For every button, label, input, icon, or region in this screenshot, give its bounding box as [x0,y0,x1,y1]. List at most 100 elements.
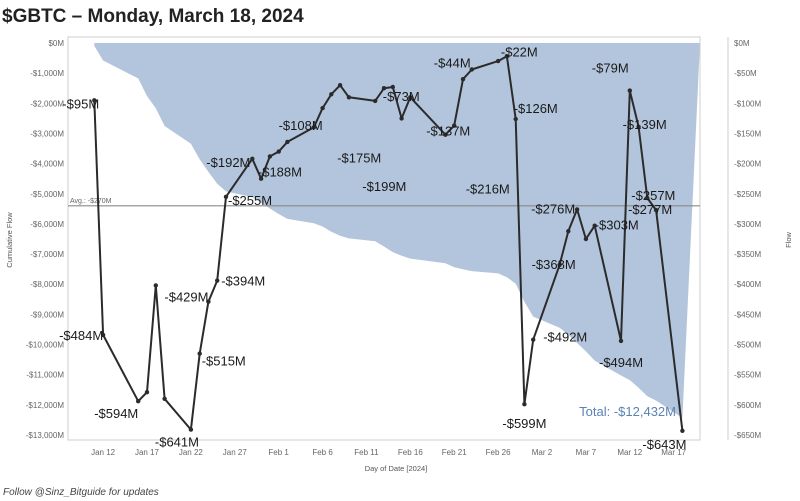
data-label: -$137M [426,124,470,139]
daily-flow-point [653,207,659,213]
x-axis-tick: Feb 1 [268,448,289,457]
x-axis-tick: Feb 16 [398,448,423,457]
data-label: -$126M [514,101,558,116]
daily-flow-point [574,207,580,212]
average-label: Avg.: -$270M [70,198,112,205]
daily-flow-point [329,92,334,97]
daily-flow-point [531,337,536,342]
plot-frame [67,36,701,441]
right-axis-tick: $0M [734,39,750,48]
data-label: -$44M [434,56,471,71]
data-label: -$599M [502,416,546,431]
chart-title: $GBTC – Monday, March 18, 2024 [2,6,304,27]
daily-flow-point [495,58,501,64]
x-axis-tick: Mar 12 [617,448,642,457]
daily-flow-point [285,139,290,145]
daily-flow-point [645,195,650,201]
daily-flow-point [100,332,106,338]
right-axis-tick: -$550M [734,371,761,380]
data-label: -$108M [279,118,323,133]
x-axis-tick: Jan 27 [223,448,248,457]
data-label: -$394M [221,274,265,289]
total-label: Total: -$12,432M [579,404,676,419]
right-axis-tick: -$50M [734,69,757,78]
daily-flow-point [320,105,325,111]
data-label: -$95M [62,96,99,111]
data-label: -$643M [642,437,686,452]
data-label: -$641M [155,435,199,450]
right-axis-tick: -$200M [734,160,761,169]
right-axis-tick: -$250M [734,190,761,199]
right-axis-title: Flow [784,232,793,248]
daily-flow-point [390,84,395,90]
daily-flow-point [206,299,211,304]
daily-flow-point [311,125,316,130]
right-axis-tick: -$450M [734,310,761,319]
daily-flow-point [144,390,150,395]
data-label: -$199M [362,179,406,194]
left-axis-tick: -$13,000M [26,431,65,440]
daily-flow-point [276,149,281,154]
left-axis-tick: -$4,000M [30,160,64,169]
left-axis-tick: -$9,000M [30,310,64,319]
daily-flow-point [627,88,632,93]
data-label: -$368M [532,257,576,272]
daily-flow-point [443,132,448,137]
data-label: -$175M [337,151,381,166]
data-label: -$594M [94,406,138,421]
daily-flow-point [250,156,255,161]
data-label: -$494M [599,355,643,370]
x-axis-tick: Feb 6 [312,448,333,457]
daily-flow-point [513,116,518,122]
left-axis-tick: -$7,000M [30,250,64,259]
daily-flow-point [522,402,527,407]
daily-flow-point [452,123,457,128]
data-label: -$192M [206,155,250,170]
x-axis-tick: Jan 12 [91,448,116,457]
data-label: -$303M [595,218,639,233]
left-axis-title: Cumulative Flow [5,212,14,268]
daily-flow-line [93,55,684,431]
left-axis-tick: -$6,000M [30,220,64,229]
left-axis-tick: -$11,000M [26,371,64,380]
daily-flow-point [557,262,562,268]
x-axis-tick: Mar 7 [576,448,597,457]
data-label: -$139M [623,117,667,132]
data-label: -$277M [628,202,672,217]
daily-flow-point [504,54,510,59]
left-axis-tick: -$5,000M [30,190,64,199]
daily-flow-point [636,124,641,129]
daily-flow-point [258,176,264,181]
daily-flow-point [337,83,343,88]
daily-flow-point [136,399,141,404]
daily-flow-point [592,223,597,228]
data-label: -$22M [501,44,538,59]
daily-flow-point [197,351,202,356]
daily-flow-point [399,116,404,121]
daily-flow-point [188,427,194,432]
daily-flow-point [153,283,158,288]
left-axis-tick: $0M [48,39,64,48]
data-label: -$257M [631,188,675,203]
right-axis-tick: -$650M [734,431,761,440]
left-axis-tick: -$8,000M [30,280,64,289]
right-axis-tick: -$300M [734,220,761,229]
left-axis-tick: -$10,000M [26,341,65,350]
data-label: -$79M [592,61,629,76]
data-label: -$255M [228,193,272,208]
right-axis-tick: -$100M [734,99,761,108]
daily-flow-point [583,236,589,242]
left-axis-tick: -$3,000M [30,129,64,138]
daily-flow-point [267,154,273,159]
daily-flow-point [408,95,413,100]
data-label: -$484M [59,328,103,343]
x-axis-tick: Jan 22 [179,448,204,457]
x-axis-tick: Jan 17 [135,448,160,457]
daily-flow-point [618,338,624,344]
daily-flow-point [381,86,387,91]
footer-credit: Follow @Sinz_Bitguide for updates [3,487,159,498]
data-label: -$492M [543,330,587,345]
right-axis-tick: -$150M [734,129,761,138]
daily-flow-point [162,396,167,401]
x-axis-tick: Feb 26 [486,448,511,457]
